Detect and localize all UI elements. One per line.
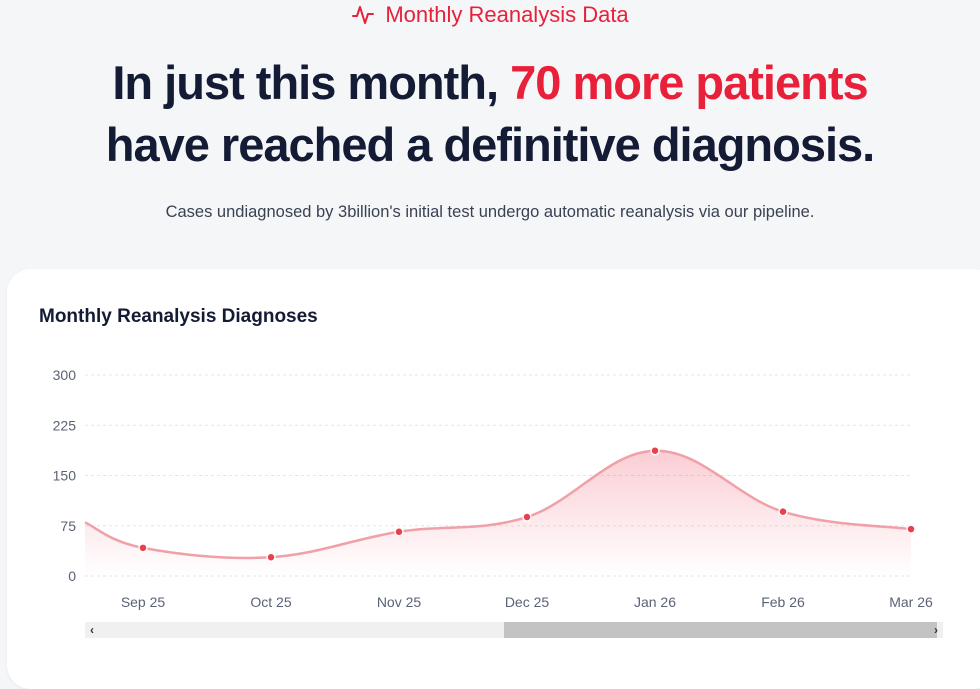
data-point bbox=[138, 543, 148, 553]
data-point bbox=[266, 552, 276, 562]
page-headline: In just this month, 70 more patients hav… bbox=[0, 52, 980, 176]
y-tick-label: 300 bbox=[53, 367, 77, 383]
x-tick-label: Mar 26 bbox=[889, 594, 933, 610]
scroll-thumb[interactable] bbox=[504, 622, 937, 638]
data-point bbox=[906, 524, 916, 534]
x-tick-label: Jan 26 bbox=[634, 594, 676, 610]
data-point bbox=[778, 506, 788, 517]
scroll-left-button[interactable]: ‹ bbox=[90, 623, 94, 637]
line-chart: 0 75 150 225 300 Sep 25 Oct 25 Nov 25 Dec 25 Jan … bbox=[53, 367, 933, 610]
eyebrow-label: Monthly Reanalysis Data bbox=[385, 2, 629, 27]
scroll-track[interactable] bbox=[99, 622, 937, 638]
chart-title: Monthly Reanalysis Diagnoses bbox=[39, 306, 318, 327]
x-tick-label: Feb 26 bbox=[761, 594, 805, 610]
x-tick-label: Nov 25 bbox=[377, 594, 422, 610]
series-area bbox=[85, 450, 911, 576]
y-tick-label: 225 bbox=[53, 417, 77, 433]
headline-part1: In just this month, bbox=[112, 56, 499, 109]
x-tick-label: Sep 25 bbox=[121, 594, 166, 610]
x-tick-label: Dec 25 bbox=[505, 594, 550, 610]
data-point bbox=[394, 527, 404, 537]
y-tick-label: 75 bbox=[60, 518, 76, 534]
data-point bbox=[650, 445, 660, 456]
chart-card bbox=[7, 269, 980, 689]
pulse-icon bbox=[352, 6, 375, 24]
data-point bbox=[522, 512, 532, 522]
headline-part2: have reached a definitive diagnosis. bbox=[105, 118, 876, 171]
headline-highlight: 70 more patients bbox=[510, 56, 869, 109]
section-eyebrow: Monthly Reanalysis Data bbox=[0, 2, 980, 28]
scroll-right-button[interactable]: › bbox=[934, 623, 938, 637]
y-tick-label: 0 bbox=[68, 568, 76, 584]
chart-scrollbar[interactable]: ‹ › bbox=[85, 622, 943, 638]
y-tick-label: 150 bbox=[53, 468, 77, 484]
page-subtitle: Cases undiagnosed by 3billion's initial … bbox=[165, 203, 815, 221]
x-tick-label: Oct 25 bbox=[250, 594, 291, 610]
series-line bbox=[84, 449, 912, 560]
